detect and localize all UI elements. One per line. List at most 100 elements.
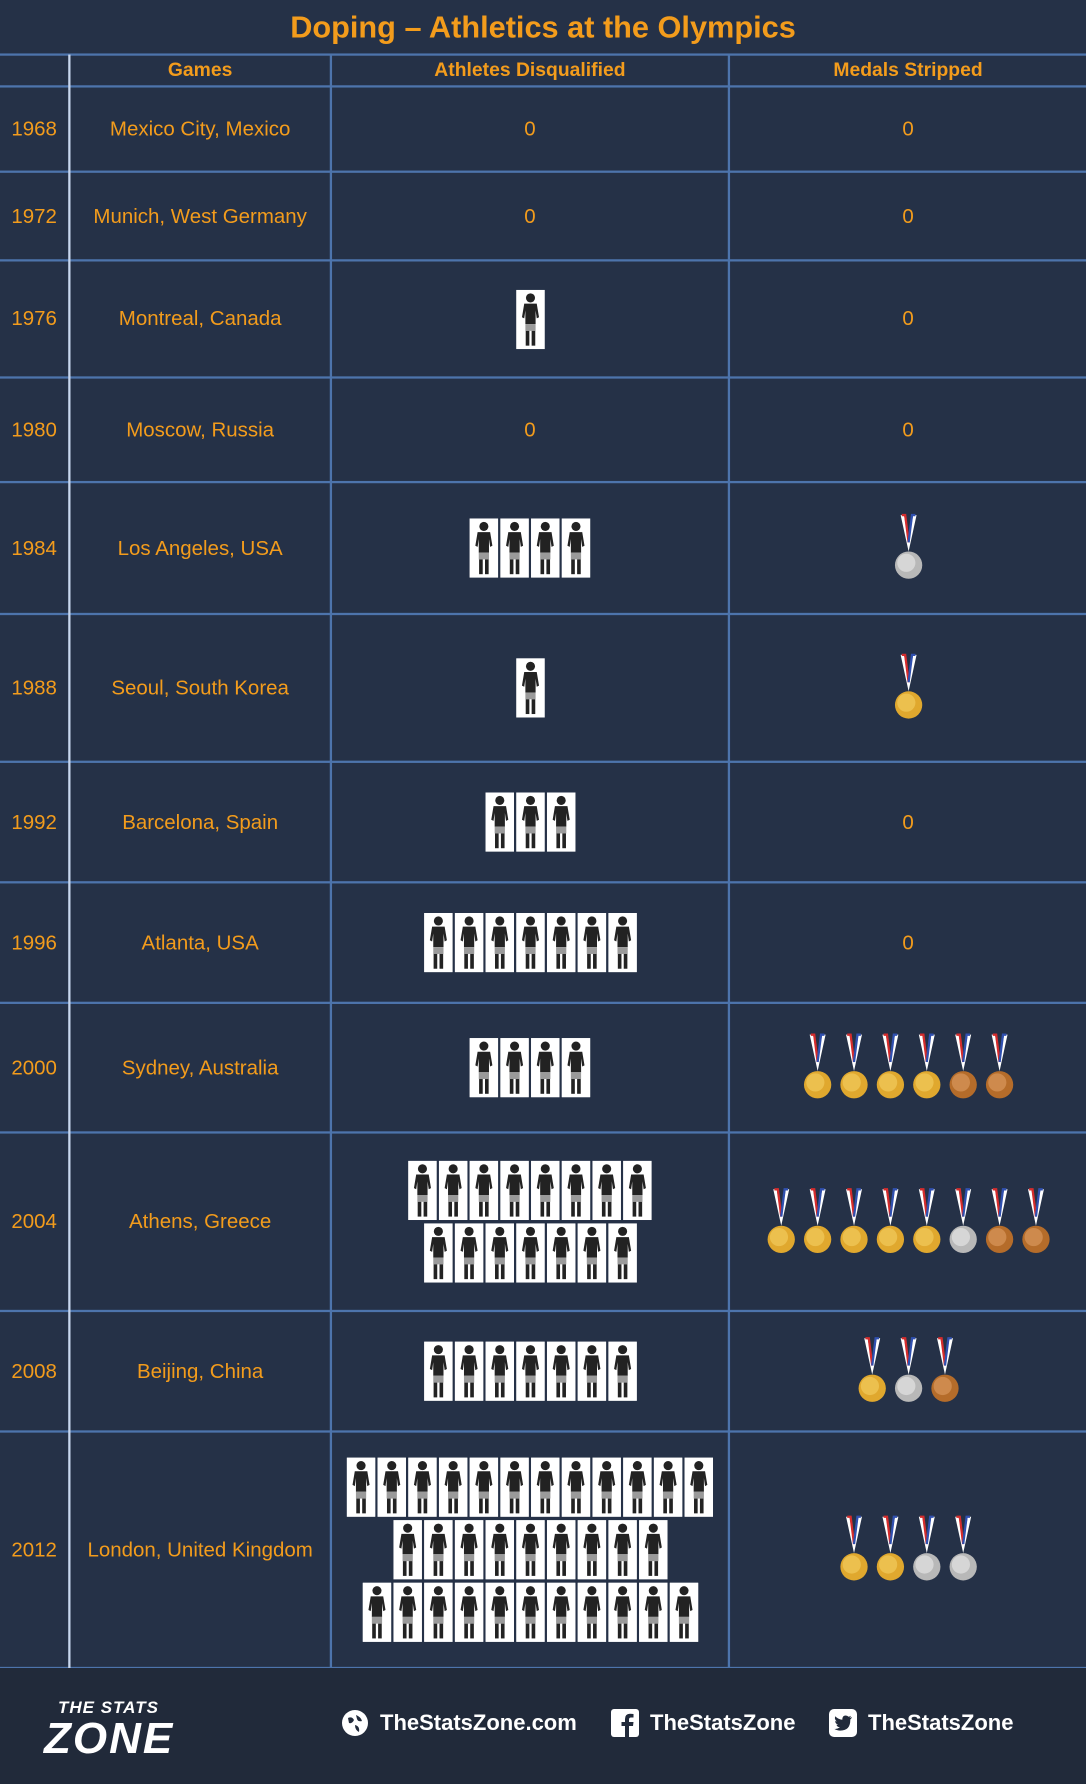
athlete-icon [485,1582,514,1642]
medals-count: 0 [902,117,914,140]
medals-stripped-cell: 0 [730,86,1086,171]
athlete-icon [515,1520,545,1580]
row-year: 1976 [11,306,57,330]
row-games: Mexico City, Mexico [109,117,291,140]
athlete-icon [346,1457,376,1517]
row-year: 1992 [11,810,57,833]
medals-stripped-cell [730,482,1086,614]
athlete-icon [500,518,529,578]
website-link[interactable]: TheStatsZone.com [340,1708,577,1738]
column-divider [727,54,731,1668]
gold-medal-icon [912,1187,940,1253]
athlete-icon [592,1457,621,1517]
athlete-icon-row [346,1457,714,1517]
athlete-icon [653,1457,683,1517]
row-divider [0,1309,1086,1313]
athlete-icon [362,1582,391,1642]
row-year: 1984 [11,536,57,559]
facebook-text: TheStatsZone [650,1710,796,1735]
gold-medal-icon [839,1515,868,1581]
row-games: Barcelona, Spain [122,810,279,833]
athlete-icon [408,1457,437,1517]
athlete-icon [515,1582,545,1642]
athlete-icon [500,1038,529,1098]
athlete-icon [392,1520,422,1580]
athlete-icon [638,1582,667,1642]
medals-stripped-cell [730,1132,1086,1311]
gold-medal-icon [767,1187,795,1253]
athlete-icon-row [515,289,545,349]
athlete-icon [561,518,591,578]
row-games: Munich, West Germany [93,204,307,227]
row-divider [0,170,1086,173]
athlete-icon [500,1160,529,1221]
twitter-icon [829,1709,857,1737]
row-divider [0,1001,1086,1004]
athlete-icon [607,1341,637,1401]
medals-count: 0 [902,930,914,954]
athletes-disqualified-cell [332,482,728,614]
athlete-icon [454,1223,483,1283]
globe-icon [342,1710,368,1736]
athlete-icon [485,913,514,973]
athlete-icon [438,1457,468,1517]
athlete-icon [515,1341,545,1401]
athletes-disqualified-cell: 0 [332,377,728,482]
medal-icon-row [764,1186,1053,1256]
silver-medal-icon [912,1515,940,1581]
row-year: 2004 [11,1209,57,1233]
gold-medal-icon [894,653,922,719]
athlete-icon-row [362,1582,698,1642]
athlete-icon [577,1223,606,1283]
athletes-count: 0 [524,417,536,441]
row-divider [0,1131,1086,1134]
athlete-icon [546,913,575,973]
silver-medal-icon [948,1515,977,1581]
twitter-link[interactable]: TheStatsZone [828,1708,1013,1738]
header-athletes-disqualified: Athletes Disqualified [434,59,626,81]
medals-stripped-cell [730,1431,1086,1667]
athlete-icon [546,1582,575,1642]
bronze-medal-icon [985,1187,1013,1253]
athlete-icon [454,1341,483,1401]
medals-stripped-cell: 0 [730,377,1086,482]
row-divider [0,259,1086,262]
row-divider [0,1666,1086,1670]
medals-count: 0 [902,306,914,330]
row-year: 2000 [11,1055,57,1079]
gold-medal-icon [839,1187,868,1253]
gold-medal-icon [876,1187,904,1253]
bronze-medal-icon [930,1337,959,1402]
athlete-icon [531,518,560,578]
athletes-disqualified-cell [332,260,728,377]
bronze-medal-icon [985,1033,1013,1099]
athlete-icon [454,913,483,973]
medals-stripped-cell: 0 [730,882,1086,1003]
gold-medal-icon [803,1033,831,1099]
gold-medal-icon [876,1515,904,1581]
medal-icon-row [836,1514,979,1584]
athlete-icon [561,1038,591,1098]
row-year: 2008 [11,1359,57,1383]
column-divider [329,54,333,1668]
athlete-icon [546,1520,575,1580]
medal-icon-row [891,513,925,583]
medals-stripped-cell: 0 [730,762,1086,883]
medals-stripped-cell [730,614,1086,762]
athlete-icon [669,1582,698,1642]
row-games: Atlanta, USA [141,930,259,954]
athlete-icon [377,1457,406,1517]
medals-stripped-cell [730,1003,1086,1133]
row-divider [0,612,1086,616]
athlete-icon [546,1341,575,1401]
facebook-link[interactable]: TheStatsZone [610,1708,795,1738]
athlete-icon-row [408,1160,652,1221]
athlete-icon [469,1038,499,1098]
athlete-icon [454,1582,483,1642]
row-games: Los Angeles, USA [117,536,283,559]
athletes-disqualified-cell [332,1132,728,1311]
athlete-icon [423,1520,453,1580]
footer: THE STATS ZONE TheStatsZone.com TheStats… [0,1668,1086,1784]
athlete-icon-row [515,658,545,718]
